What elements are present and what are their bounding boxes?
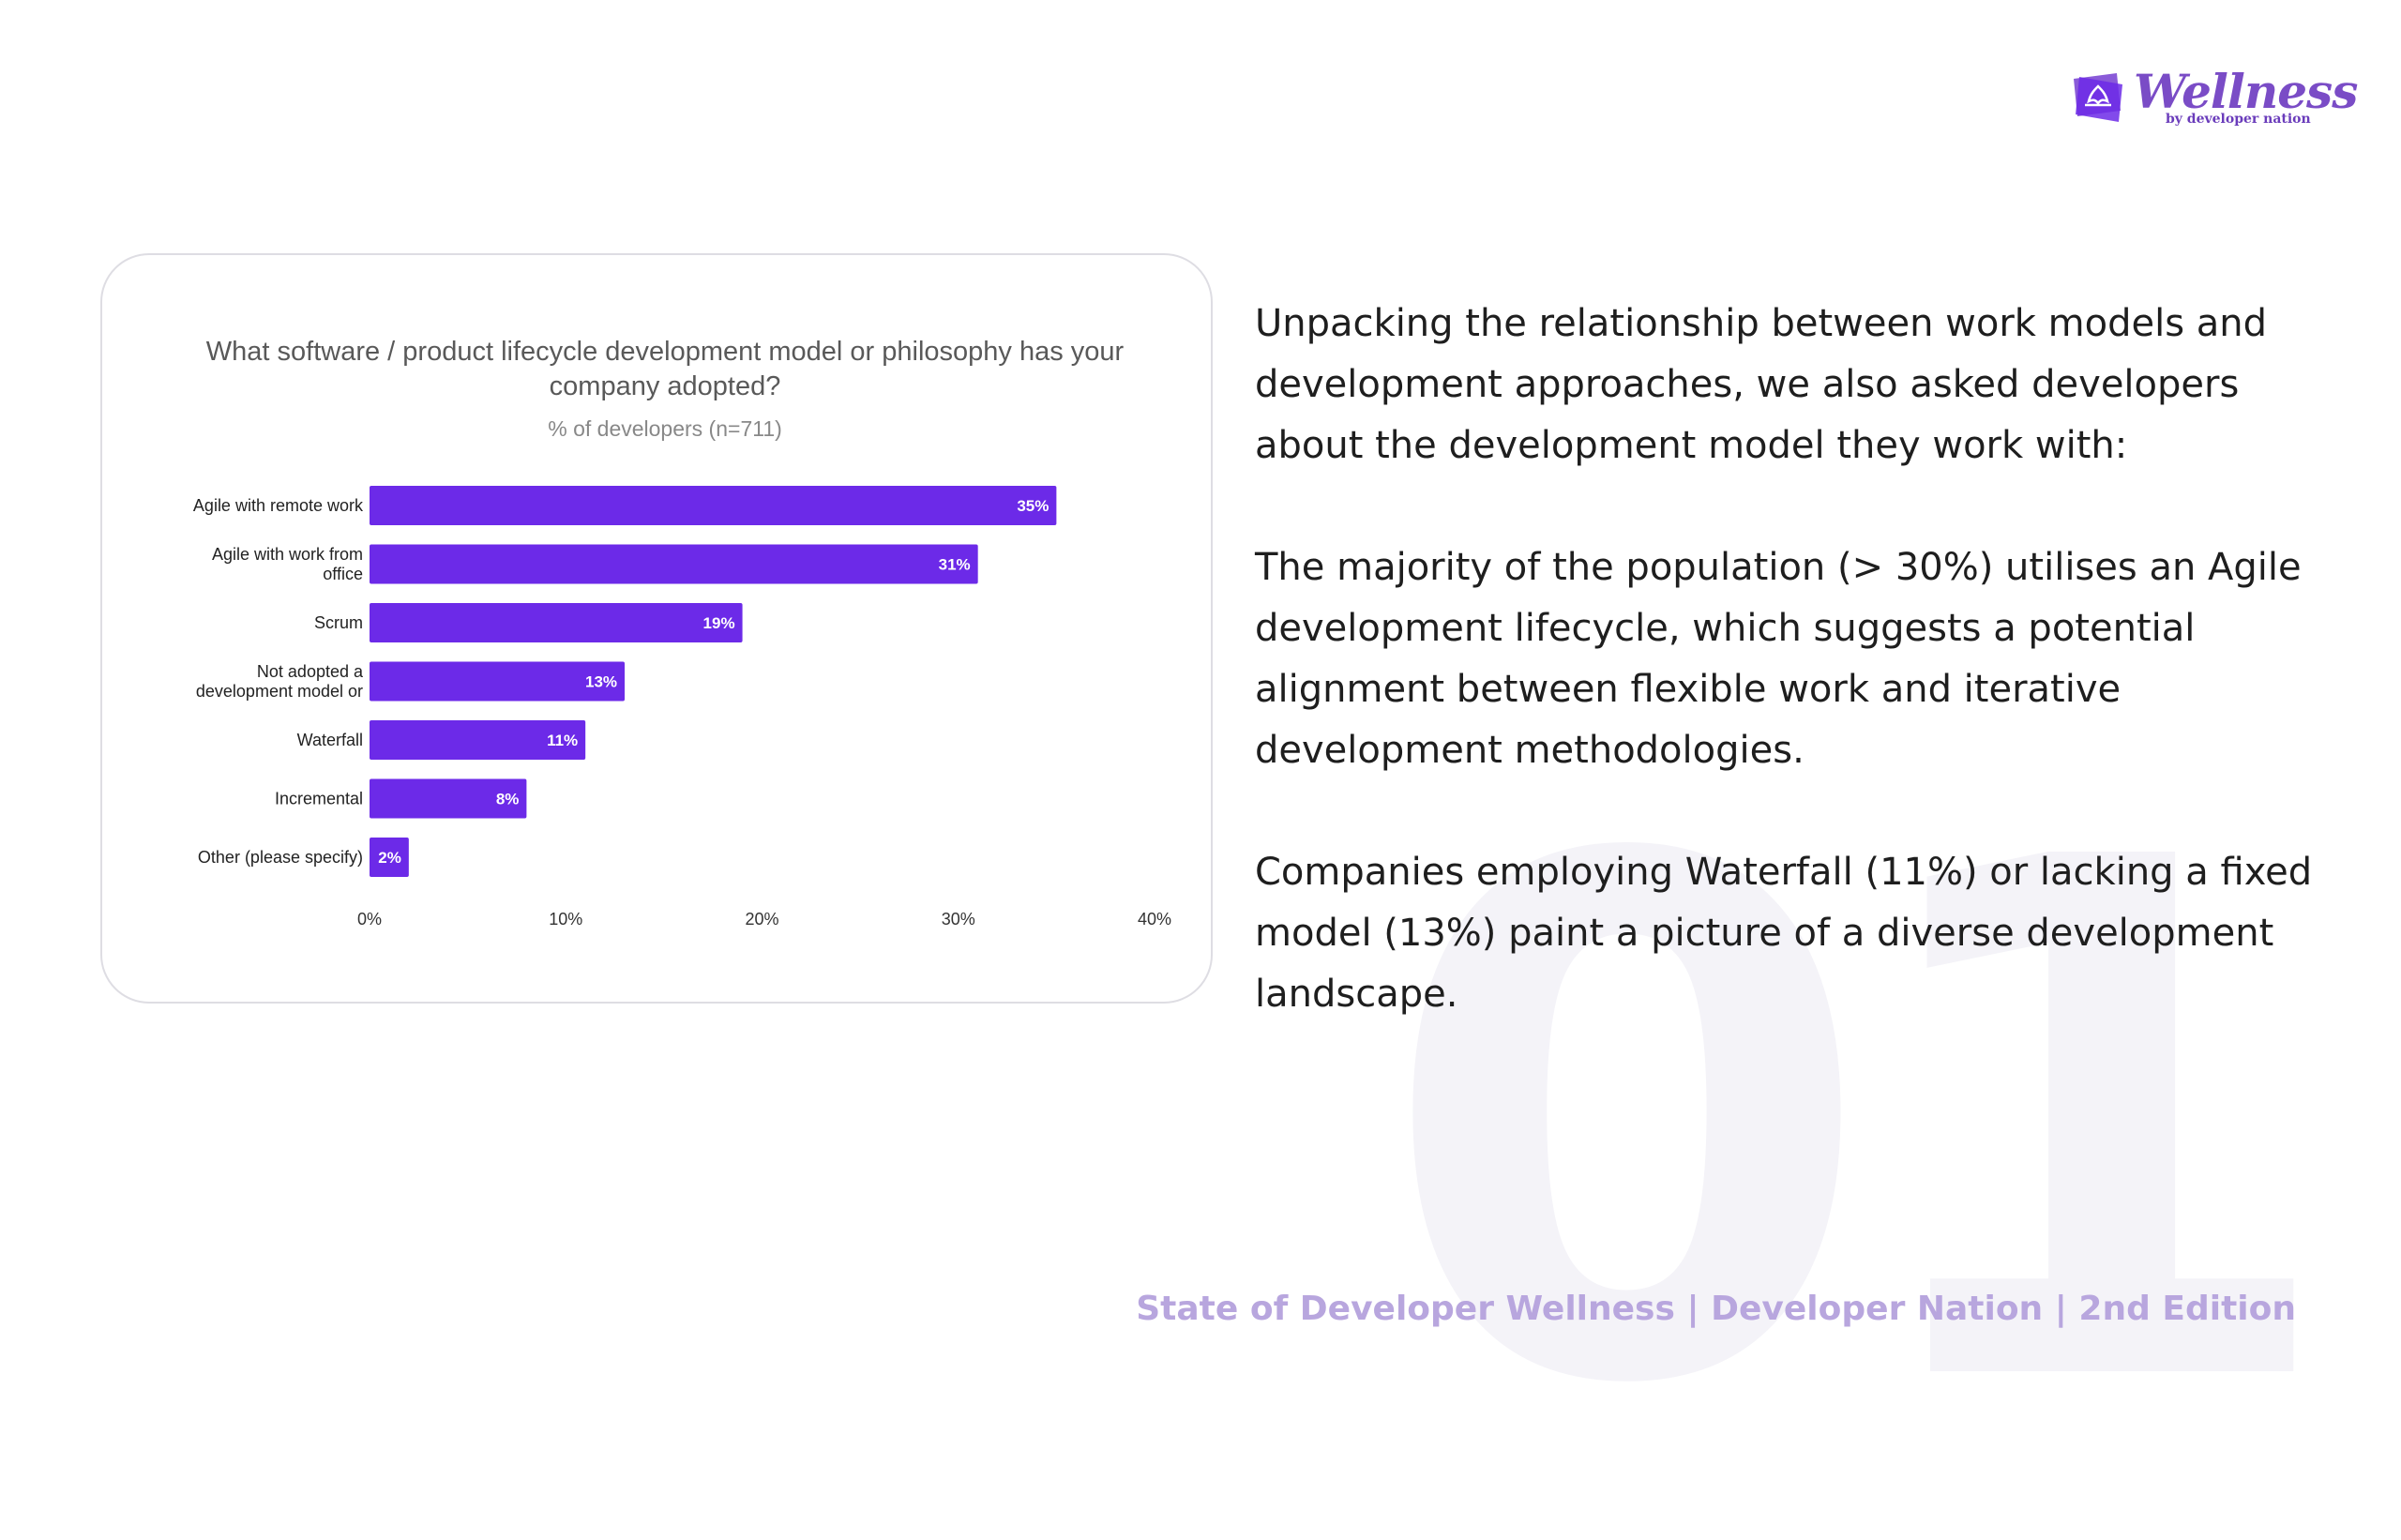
logo-wordmark: Wellness	[2134, 64, 2358, 119]
x-tick-label-0: 0%	[357, 910, 382, 929]
bar-value-label-3: 13%	[585, 673, 617, 691]
bar-3	[370, 661, 626, 702]
bar-value-label-5: 8%	[496, 791, 520, 808]
wellness-lotus-icon	[2074, 73, 2122, 122]
bar-value-label-1: 31%	[939, 556, 971, 574]
paragraph-intro: Unpacking the relationship between work …	[1255, 302, 2268, 467]
category-label-6: Other (please specify)	[198, 848, 363, 867]
x-tick-label-3: 30%	[942, 910, 975, 929]
bar-2	[370, 603, 743, 642]
category-label-4: Waterfall	[297, 731, 363, 749]
commentary: Unpacking the relationship between work …	[1255, 294, 2324, 1086]
bar-chart: 35% Agile with remote work 31% Agile with w…	[193, 486, 1171, 929]
category-label-3-line-0: Not adopted a	[257, 662, 364, 681]
paragraph-waterfall: Companies employing Waterfall (11%) or l…	[1255, 851, 2313, 1016]
category-label-1-line-1: office	[323, 565, 363, 583]
wellness-logo: Wellness by developer nation	[2068, 62, 2358, 146]
category-label-2: Scrum	[314, 613, 363, 632]
category-label-1-line-0: Agile with work from	[212, 545, 363, 564]
paragraph-agile: The majority of the population (> 30%) u…	[1255, 546, 2302, 772]
bar-4	[370, 720, 586, 760]
x-tick-label-2: 20%	[745, 910, 778, 929]
category-label-0: Agile with remote work	[193, 496, 364, 515]
chart-card: What software / product lifecycle develo…	[100, 253, 1213, 1004]
bar-value-label-6: 2%	[378, 849, 401, 867]
bar-0	[370, 486, 1057, 525]
footer-credit: State of Developer Wellness | Developer …	[1136, 1290, 2296, 1328]
chart-title: What software / product lifecycle develo…	[205, 337, 1125, 401]
bar-value-label-0: 35%	[1017, 497, 1049, 515]
category-label-3-line-1: development model or	[196, 682, 363, 701]
bar-1	[370, 544, 978, 584]
logo-tagline: by developer nation	[2166, 112, 2311, 127]
x-tick-label-4: 40%	[1138, 910, 1171, 929]
bar-5	[370, 778, 527, 819]
x-tick-label-1: 10%	[549, 910, 582, 929]
chart-subtitle: % of developers (n=711)	[548, 416, 782, 441]
category-label-5: Incremental	[275, 790, 363, 808]
bar-value-label-2: 19%	[703, 614, 735, 632]
bar-value-label-4: 11%	[547, 732, 578, 749]
bar-6	[370, 838, 409, 877]
